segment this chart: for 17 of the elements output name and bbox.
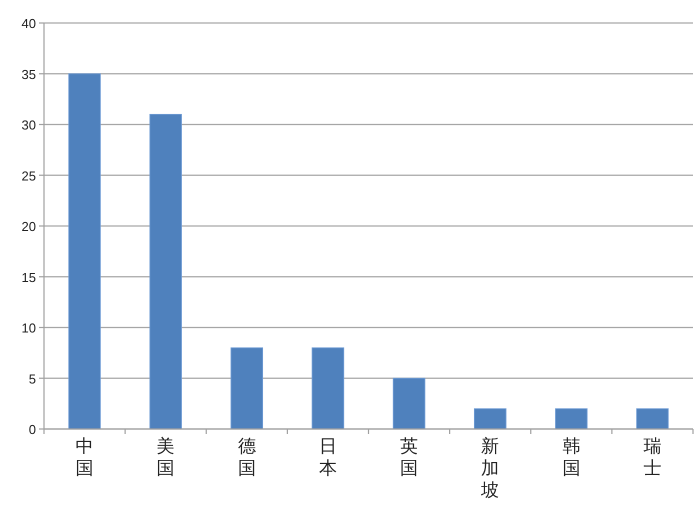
x-tick-label: 日本: [318, 436, 337, 478]
y-tick-label: 25: [22, 168, 36, 184]
x-tick-label: 新加坡: [480, 436, 500, 500]
x-tick-label: 瑞士: [643, 436, 662, 478]
y-tick-label: 40: [22, 16, 36, 31]
x-tick-label: 中国: [76, 436, 94, 478]
x-tick-label: 英国: [400, 436, 418, 478]
y-tick-label: 15: [22, 270, 36, 285]
y-tick-label: 0: [28, 422, 36, 437]
x-tick-label: 美国: [156, 436, 175, 478]
x-tick-label: 德国: [238, 436, 256, 478]
y-tick-label: 30: [22, 118, 36, 132]
y-tick-label: 20: [22, 219, 36, 234]
y-tick-label: 10: [22, 320, 36, 336]
y-tick-label: 5: [28, 371, 36, 386]
y-tick-label: 35: [22, 66, 36, 82]
x-tick-label: 韩国: [562, 436, 580, 478]
